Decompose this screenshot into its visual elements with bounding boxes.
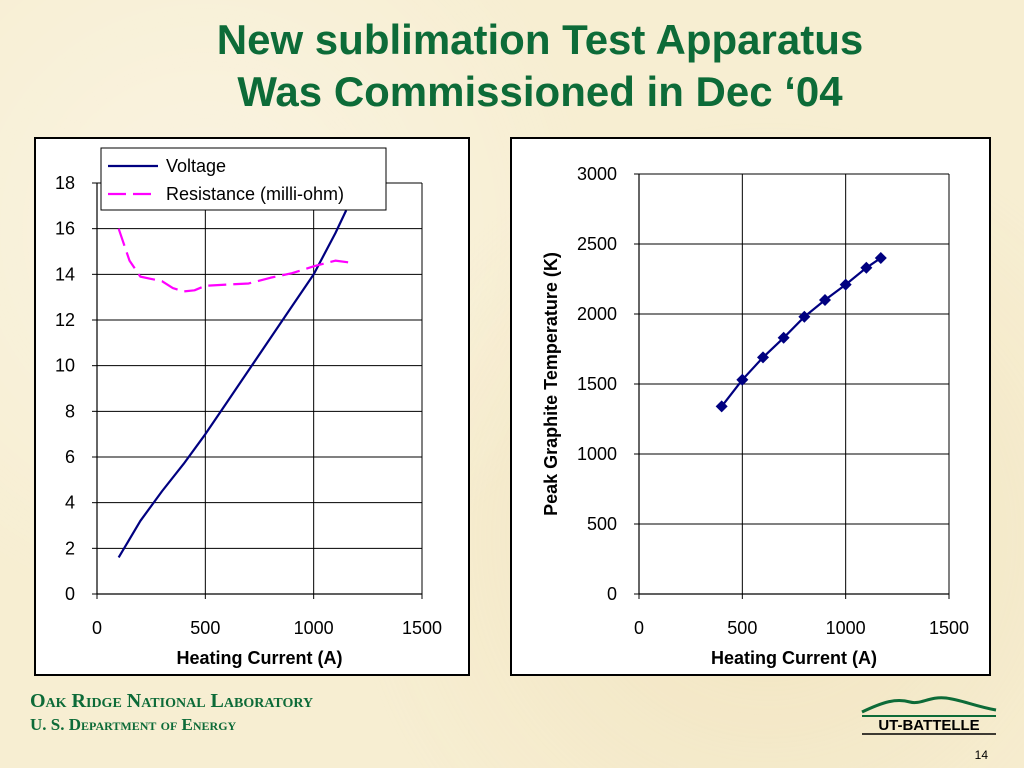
series-line-resistance [117,228,353,293]
left-chart-y-tick-label: 8 [65,401,75,421]
temperature-chart: 0 500 1000 1500 2000 2500 3000 0 500 1000 1500 Heat… [510,137,991,676]
voltage-resistance-chart-svg: 0 2 4 6 8 10 12 14 16 18 0 500 1000 1500 Heating Curre… [55,147,442,668]
title-line-2: Was Commissioned in Dec ‘04 [237,68,843,115]
temperature-point-marker [736,373,749,386]
page-number: 14 [974,748,988,762]
logo-text: UT-BATTELLE [878,717,979,734]
temperature-chart-svg: 0 500 1000 1500 2000 2500 3000 0 500 1000 1500 Heat… [541,164,969,668]
temperature-point-marker [777,331,790,344]
left-chart-y-tick-label: 0 [65,584,75,604]
slide-title: New sublimation Test Apparatus Was Commi… [0,14,1024,118]
temperature-point-marker [839,278,852,291]
left-chart-y-tick-label: 10 [55,356,75,376]
right-chart-x-axis-label: Heating Current (A) [711,648,877,668]
ut-battelle-logo: UT-BATTELLE [861,696,997,735]
temperature-point-marker [860,261,873,274]
right-chart-y-tick-label: 3000 [577,164,617,184]
temperature-point-marker [757,351,769,364]
temperature-point-marker [819,294,831,306]
left-chart-x-tick-label: 0 [92,618,102,638]
legend-label-voltage: Voltage [166,156,226,176]
temperature-point-marker [798,310,811,323]
temperature-point-marker [715,400,728,413]
series-line-voltage [117,209,348,559]
right-chart-x-tick-label: 1500 [929,618,969,638]
right-chart-x-tick-label: 500 [727,618,757,638]
org-name: Oak Ridge National Laboratory [30,690,314,712]
left-chart-y-tick-label: 18 [55,173,75,193]
legend-box [100,147,387,211]
legend-label-resistance: Resistance (milli-ohm) [166,184,344,204]
org-department: U. S. Department of Energy [30,715,237,734]
right-chart-y-tick-label: 2000 [577,304,617,324]
left-chart-y-tick-label: 12 [55,310,75,330]
temperature-point-marker [874,252,887,264]
voltage-resistance-chart: 0 2 4 6 8 10 12 14 16 18 0 500 1000 1500 Heating Curre… [34,137,470,676]
left-chart-y-tick-label: 2 [65,538,75,558]
right-chart-y-tick-label: 1000 [577,444,617,464]
left-chart-x-tick-label: 1500 [402,618,442,638]
right-chart-y-tick-label: 2500 [577,234,617,254]
left-chart-x-tick-label: 500 [190,618,220,638]
left-chart-x-axis-label: Heating Current (A) [177,648,343,668]
left-chart-legend: Voltage Resistance (milli-ohm) [100,147,387,211]
left-chart-y-tick-label: 14 [55,264,75,284]
right-chart-y-tick-label: 1500 [577,374,617,394]
left-chart-y-tick-label: 6 [65,447,75,467]
right-chart-y-tick-label: 0 [607,584,617,604]
right-chart-y-axis-label: Peak Graphite Temperature (K) [541,252,561,516]
right-chart-x-tick-label: 1000 [826,618,866,638]
right-chart-x-tick-label: 0 [634,618,644,638]
title-line-1: New sublimation Test Apparatus [216,16,864,63]
left-chart-x-tick-label: 1000 [294,618,334,638]
left-chart-y-tick-label: 16 [55,219,75,239]
left-chart-y-tick-label: 4 [65,493,75,513]
right-chart-y-tick-label: 500 [587,514,617,534]
logo-mountain-icon [861,696,997,714]
